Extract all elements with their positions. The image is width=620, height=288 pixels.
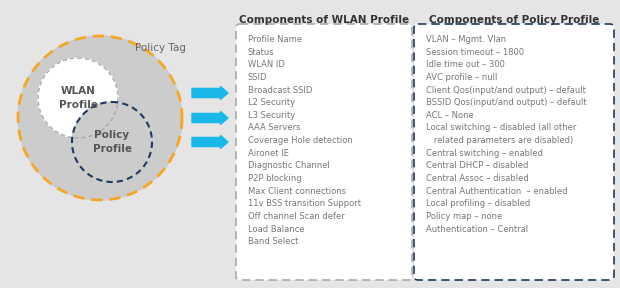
Text: VLAN – Mgmt. Vlan
Session timeout – 1800
Idle time out – 300
AVC profile – null
: VLAN – Mgmt. Vlan Session timeout – 1800… xyxy=(426,35,587,234)
Text: Policy Tag: Policy Tag xyxy=(135,43,186,53)
Polygon shape xyxy=(192,86,228,99)
Text: Components of WLAN Profile: Components of WLAN Profile xyxy=(239,15,409,25)
Polygon shape xyxy=(192,111,228,124)
Text: Components of Policy Profile: Components of Policy Profile xyxy=(429,15,599,25)
Circle shape xyxy=(38,58,118,138)
FancyBboxPatch shape xyxy=(236,24,412,280)
Text: Profile Name
Status
WLAN ID
SSID
Broadcast SSID
L2 Security
L3 Security
AAA Serv: Profile Name Status WLAN ID SSID Broadca… xyxy=(248,35,361,246)
Polygon shape xyxy=(192,135,228,149)
Circle shape xyxy=(72,102,152,182)
Text: Policy
Profile: Policy Profile xyxy=(92,130,131,154)
Circle shape xyxy=(18,36,182,200)
Text: WLAN
Profile: WLAN Profile xyxy=(58,86,97,110)
FancyBboxPatch shape xyxy=(414,24,614,280)
